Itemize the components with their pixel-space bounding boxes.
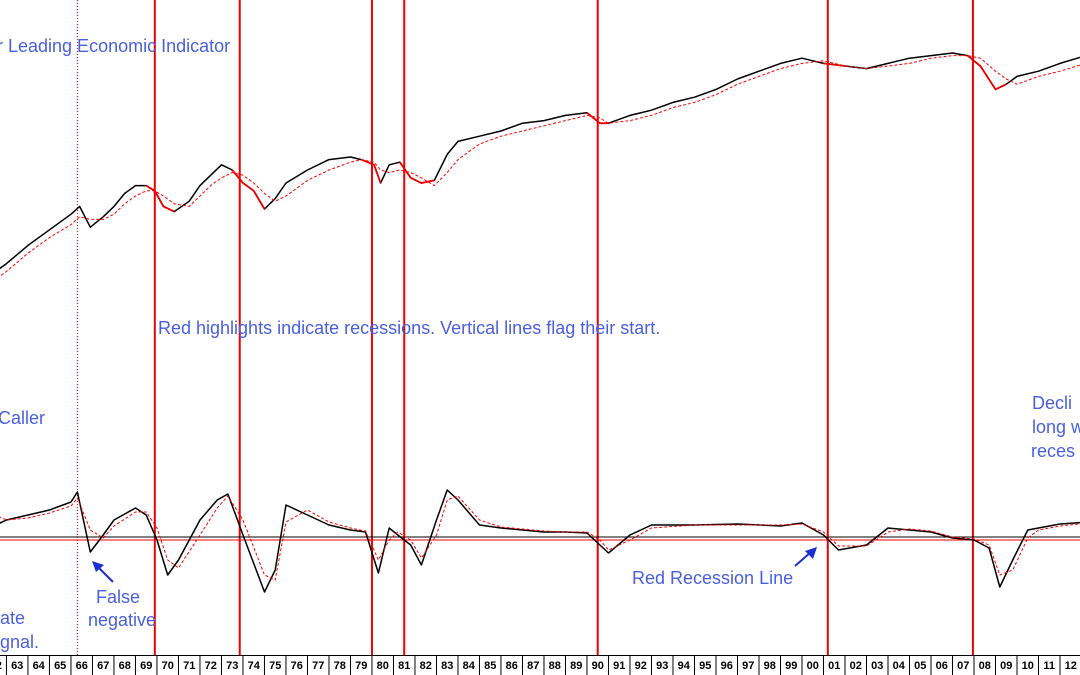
x-tick-label: 85 <box>484 660 496 672</box>
x-tick-label: 65 <box>54 660 66 672</box>
annotation: gnal. <box>0 632 39 652</box>
x-tick-label: 79 <box>355 660 367 672</box>
x-tick-label: 62 <box>0 660 2 672</box>
x-tick-label: 92 <box>635 660 647 672</box>
arrow-head <box>805 547 817 559</box>
x-tick-label: 02 <box>850 660 862 672</box>
annotation: negative <box>88 610 156 630</box>
x-tick-label: 05 <box>914 660 926 672</box>
x-tick-label: 73 <box>226 660 238 672</box>
x-tick-label: 09 <box>1000 660 1012 672</box>
x-tick-label: 04 <box>893 660 906 672</box>
x-tick-label: 06 <box>936 660 948 672</box>
annotation: ate <box>0 608 25 628</box>
recession-highlight <box>586 112 609 125</box>
recession-highlight <box>399 161 435 184</box>
x-tick-label: 68 <box>119 660 131 672</box>
x-tick-label: 66 <box>76 660 88 672</box>
x-tick-label: 07 <box>957 660 969 672</box>
x-tick-label: 72 <box>205 660 217 672</box>
x-tick-label: 93 <box>656 660 668 672</box>
x-tick-label: 69 <box>140 660 152 672</box>
x-tick-label: 98 <box>764 660 776 672</box>
x-axis: 62 63 64 65 66 67 68 69 70 71 72 73 74 75 76 77 78 79 80 81… <box>0 655 1080 675</box>
x-tick-label: 96 <box>721 660 733 672</box>
x-tick-label: 90 <box>592 660 604 672</box>
recession-highlight <box>231 169 266 210</box>
x-tick-label: 91 <box>613 660 625 672</box>
annotations: r Leading Economic Indicator Red highligh… <box>0 36 1080 652</box>
x-tick-label: 10 <box>1022 660 1034 672</box>
series-line <box>0 489 1080 593</box>
x-tick-label: 70 <box>162 660 174 672</box>
arrow-head <box>92 561 104 572</box>
x-tick-label: 76 <box>291 660 303 672</box>
x-tick-label: 94 <box>678 660 691 672</box>
x-tick-label: 78 <box>334 660 346 672</box>
x-tick-label: 12 <box>1065 660 1077 672</box>
x-tick-label: 71 <box>183 660 195 672</box>
x-tick-label: 74 <box>248 660 261 672</box>
x-tick-label: 82 <box>420 660 432 672</box>
annotation: reces <box>1031 441 1075 461</box>
x-tick-label: 67 <box>97 660 109 672</box>
x-tick-label: 88 <box>549 660 561 672</box>
x-tick-label: 64 <box>33 660 46 672</box>
annotation: False <box>96 587 140 607</box>
annotation: Caller <box>0 408 45 428</box>
moving-average <box>0 495 1080 581</box>
annotation: r Leading Economic Indicator <box>0 36 230 56</box>
x-tick-label: 11 <box>1043 660 1055 672</box>
recession-highlight <box>360 158 382 184</box>
moving-average <box>0 55 1080 277</box>
x-tick-label: 83 <box>441 660 453 672</box>
x-tick-label: 77 <box>312 660 324 672</box>
x-tick-label: 86 <box>506 660 518 672</box>
x-tick-label: 08 <box>979 660 991 672</box>
x-tick-label: 89 <box>570 660 582 672</box>
annotation: Red highlights indicate recessions. Vert… <box>158 318 660 338</box>
annotation: Red Recession Line <box>632 568 793 588</box>
x-tick-label: 01 <box>828 660 840 672</box>
x-tick-label: 63 <box>11 660 23 672</box>
x-tick-label: 97 <box>742 660 754 672</box>
plot-area <box>0 0 1080 655</box>
x-tick-label: 00 <box>807 660 819 672</box>
x-tick-label: 03 <box>871 660 883 672</box>
recession-highlight <box>966 54 1007 91</box>
annotation: long w <box>1032 417 1080 437</box>
x-tick-label: 84 <box>463 660 476 672</box>
recession-highlight <box>145 184 175 213</box>
x-tick-label: 80 <box>377 660 389 672</box>
x-tick-label: 99 <box>785 660 797 672</box>
annotation: Decli <box>1032 393 1072 413</box>
x-tick-label: 87 <box>527 660 539 672</box>
x-tick-label: 75 <box>269 660 281 672</box>
x-tick-label: 81 <box>398 660 410 672</box>
x-tick-label: 95 <box>699 660 711 672</box>
